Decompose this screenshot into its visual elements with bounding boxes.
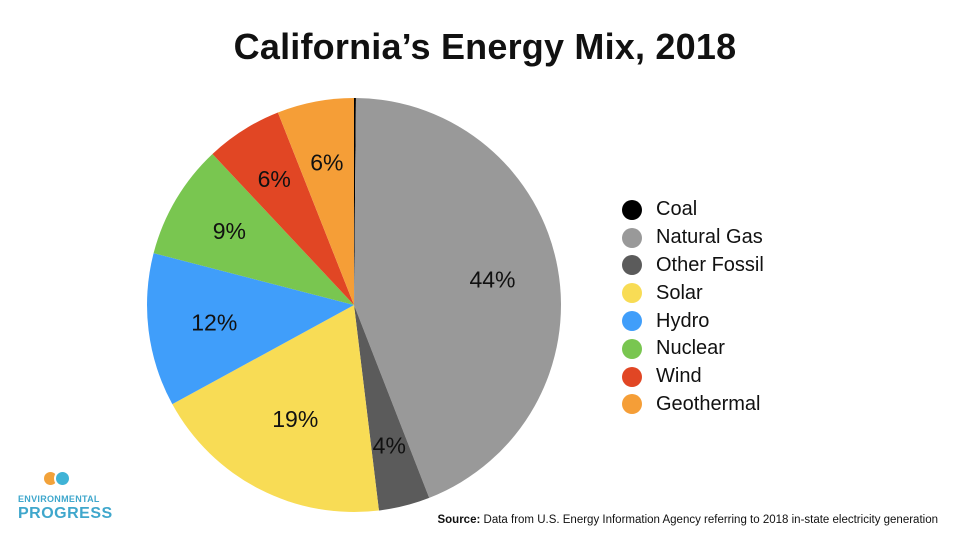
legend-label: Nuclear <box>656 337 725 360</box>
legend-label: Geothermal <box>656 392 761 415</box>
pie-slice-geothermal <box>277 98 354 305</box>
legend-label: Solar <box>656 281 703 304</box>
legend-label: Wind <box>656 365 702 388</box>
pie-slice-natural-gas <box>354 98 561 498</box>
legend-item-natural-gas: Natural Gas <box>622 224 764 252</box>
legend-item-nuclear: Nuclear <box>622 335 764 363</box>
legend-item-geothermal: Geothermal <box>622 391 764 419</box>
legend-label: Coal <box>656 198 698 221</box>
pie-slice-wind <box>212 112 354 306</box>
legend-item-coal: Coal <box>622 196 764 224</box>
pie-slice-coal <box>354 98 356 305</box>
legend-swatch <box>622 255 642 276</box>
source-note: Source: Data from U.S. Energy Informatio… <box>437 514 938 526</box>
legend-swatch <box>622 338 642 359</box>
source-text: Data from U.S. Energy Information Agency… <box>483 514 938 526</box>
legend-swatch <box>622 227 642 248</box>
legend-item-solar: Solar <box>622 279 764 307</box>
legend-item-wind: Wind <box>622 363 764 391</box>
legend-swatch <box>622 283 642 304</box>
environmental-progress-logo: ENVIRONMENTAL PROGRESS <box>18 470 113 522</box>
pie-slice-other-fossil <box>354 305 430 511</box>
legend-label: Natural Gas <box>656 226 763 249</box>
slice-label-solar: 19% <box>272 406 318 432</box>
legend-label: Hydro <box>656 309 710 332</box>
legend-label: Other Fossil <box>656 253 764 276</box>
logo-text-line2: PROGRESS <box>18 505 113 522</box>
legend-swatch <box>622 394 642 415</box>
legend-swatch <box>622 366 642 387</box>
slice-label-geothermal: 6% <box>310 150 343 176</box>
slice-label-other-fossil: 4% <box>373 433 406 459</box>
pie-slice-nuclear <box>153 153 354 305</box>
legend-swatch <box>622 311 642 332</box>
slice-label-wind: 6% <box>258 166 291 192</box>
slice-label-natural-gas: 44% <box>469 267 515 293</box>
slice-label-hydro: 12% <box>191 309 237 335</box>
legend-swatch <box>622 199 642 220</box>
pie-slice-hydro <box>147 253 354 405</box>
slice-label-nuclear: 9% <box>213 218 246 244</box>
logo-text-line1: ENVIRONMENTAL <box>18 494 100 504</box>
ep-logo-icon <box>42 470 72 490</box>
pie-slice-solar <box>172 305 379 512</box>
legend-item-other-fossil: Other Fossil <box>622 252 764 280</box>
legend: Coal Natural Gas Other Fossil Solar Hydro Nuc… <box>622 196 764 418</box>
legend-item-hydro: Hydro <box>622 307 764 335</box>
source-label: Source: <box>437 514 481 526</box>
chart-title: California’s Energy Mix, 2018 <box>233 26 737 67</box>
